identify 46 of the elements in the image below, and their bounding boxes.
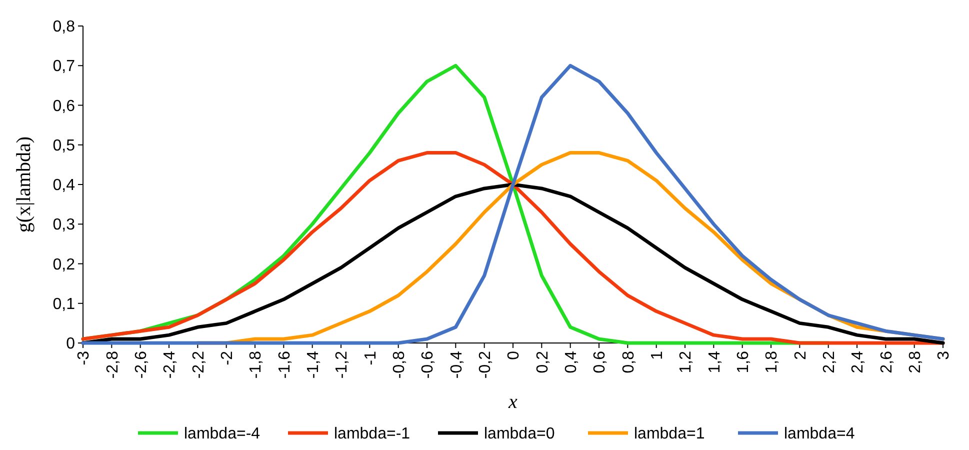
x-tick-label: 2 — [792, 350, 810, 360]
y-tick-label: 0,4 — [52, 177, 76, 194]
y-tick-label: 0,7 — [52, 58, 76, 76]
legend-label: lambda=1 — [634, 426, 705, 443]
x-tick-label: -2,2 — [190, 350, 208, 379]
x-tick-label: -0,4 — [448, 350, 466, 379]
x-tick-label: 3 — [936, 350, 953, 360]
x-tick-label: 1,2 — [678, 350, 695, 374]
x-tick-label: -2,8 — [104, 350, 122, 379]
x-tick-label: 1 — [648, 350, 666, 360]
x-tick-label: 1,6 — [734, 350, 752, 374]
legend-label: lambda=-1 — [334, 426, 410, 443]
y-tick-label: 0,5 — [52, 137, 76, 154]
x-tick-label: 0,4 — [562, 350, 580, 374]
legend-label: lambda=-4 — [184, 426, 260, 443]
y-axis-title: g(x|lambda) — [13, 136, 35, 233]
y-tick-label: 0,6 — [52, 98, 76, 115]
x-tick-label: 2,6 — [878, 350, 896, 374]
x-tick-label: 1,4 — [706, 350, 724, 374]
legend-label: lambda=0 — [484, 426, 555, 443]
x-axis-title: x — [508, 391, 518, 413]
x-tick-label: 0,6 — [592, 350, 609, 374]
x-tick-label: 2,8 — [906, 350, 924, 374]
x-tick-label: -2,4 — [162, 350, 179, 379]
x-tick-label: -2,6 — [132, 350, 150, 379]
x-tick-label: -1,8 — [248, 350, 265, 379]
y-tick-label: 0,1 — [52, 296, 76, 313]
x-tick-label: 0 — [506, 350, 523, 360]
x-tick-label: -2 — [218, 350, 236, 366]
x-tick-label: 0,2 — [534, 350, 552, 374]
x-tick-label: -1,2 — [334, 350, 351, 379]
y-tick-label: 0,8 — [52, 18, 76, 36]
x-tick-label: 2,2 — [820, 350, 838, 374]
y-tick-label: 0,2 — [52, 256, 76, 274]
legend-label: lambda=4 — [784, 426, 855, 443]
x-tick-label: -1 — [362, 350, 380, 366]
x-tick-label: -0,2 — [476, 350, 494, 379]
x-tick-label: 0,8 — [620, 350, 638, 374]
x-tick-label: -1,6 — [276, 350, 294, 379]
x-tick-label: 2,4 — [850, 350, 867, 374]
x-tick-label: -3 — [76, 350, 93, 366]
x-tick-label: -0,8 — [390, 350, 408, 379]
x-tick-label: -1,4 — [304, 350, 322, 379]
x-tick-label: 1,8 — [764, 350, 781, 374]
y-tick-label: 0,3 — [52, 216, 76, 234]
x-tick-label: -0,6 — [420, 350, 437, 379]
